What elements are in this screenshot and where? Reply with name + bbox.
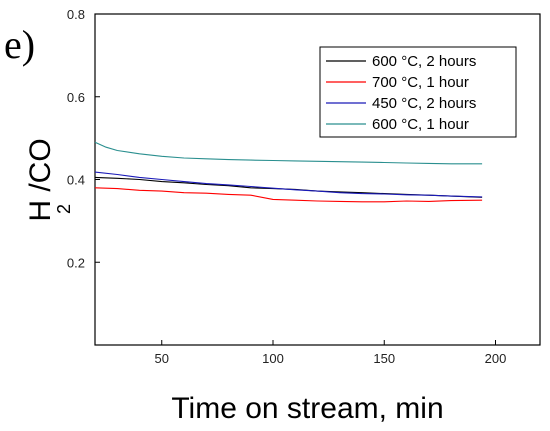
- series-layer: [94, 141, 483, 203]
- series-line-4: [94, 141, 483, 165]
- legend-box: [319, 46, 517, 138]
- y-tick-label: 0.4: [67, 173, 85, 188]
- x-tick-label: 50: [155, 351, 169, 366]
- legend-entry: 600 °C, 1 hour: [372, 116, 469, 133]
- chart-axes: 50 100 150 200 0.2 0.4 0.6 0.8: [67, 7, 541, 366]
- panel-label: e): [4, 22, 35, 67]
- legend-entry: 600 °C, 2 hours: [372, 53, 476, 70]
- legend: 600 °C, 2 hours 700 °C, 1 hour 450 °C, 2 h…: [319, 46, 517, 138]
- x-tick-label: 200: [485, 351, 507, 366]
- y-axis-label-main: H /CO: [24, 138, 57, 221]
- legend-entry: 700 °C, 1 hour: [372, 74, 469, 91]
- x-tick-label: 100: [262, 351, 284, 366]
- x-axis-label: Time on stream, min: [171, 392, 443, 425]
- y-axis-label: H /CO 2: [24, 138, 74, 221]
- series-line-1: [94, 176, 483, 198]
- x-tick-label: 150: [373, 351, 395, 366]
- y-tick-label: 0.2: [67, 255, 85, 270]
- y-tick-label: 0.6: [67, 90, 85, 105]
- legend-entry: 450 °C, 2 hours: [372, 95, 476, 112]
- y-axis-label-subscript: 2: [54, 204, 74, 214]
- series-line-2: [94, 187, 483, 203]
- series-line-3: [94, 171, 483, 198]
- y-tick-label: 0.8: [67, 7, 85, 22]
